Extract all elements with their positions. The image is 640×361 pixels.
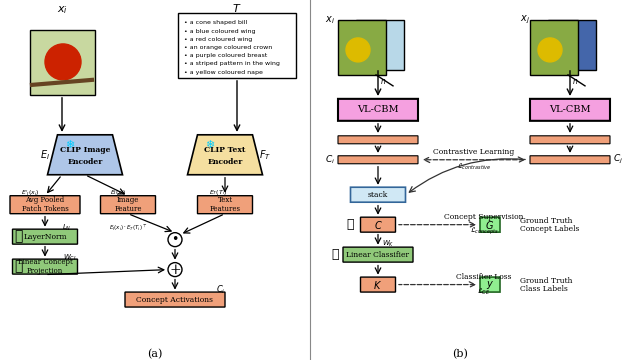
Text: +: + — [169, 262, 181, 277]
Text: Linear Concept
Projection: Linear Concept Projection — [18, 258, 72, 275]
Circle shape — [346, 38, 370, 62]
Text: $C_i$: $C_i$ — [216, 283, 225, 296]
Text: Ground Truth: Ground Truth — [520, 277, 573, 284]
Text: $x_i$: $x_i$ — [325, 14, 335, 26]
FancyBboxPatch shape — [178, 13, 296, 78]
Text: ❄: ❄ — [65, 140, 75, 150]
Text: Contrastive Learning: Contrastive Learning — [433, 148, 515, 156]
Text: $E'_I(x_i)$: $E'_I(x_i)$ — [20, 188, 39, 198]
Text: Image
Feature: Image Feature — [115, 196, 141, 213]
FancyBboxPatch shape — [338, 99, 418, 121]
Circle shape — [168, 262, 182, 277]
Circle shape — [168, 232, 182, 247]
Text: • a red coloured wing: • a red coloured wing — [184, 37, 252, 42]
FancyBboxPatch shape — [13, 259, 77, 274]
Text: 🔥: 🔥 — [332, 248, 339, 261]
Text: ❄: ❄ — [205, 140, 214, 150]
Text: $\mathcal{L}_{CE}$: $\mathcal{L}_{CE}$ — [477, 287, 491, 297]
Text: $\mathcal{L}_{contrastive}$: $\mathcal{L}_{contrastive}$ — [457, 162, 491, 172]
Text: Ground Truth: Ground Truth — [520, 217, 573, 225]
Text: • an orange coloured crown: • an orange coloured crown — [184, 45, 272, 50]
FancyBboxPatch shape — [351, 187, 406, 202]
Text: $W_{CI}$: $W_{CI}$ — [63, 252, 77, 263]
Text: $x_i$: $x_i$ — [56, 4, 67, 16]
FancyBboxPatch shape — [360, 277, 396, 292]
FancyBboxPatch shape — [338, 136, 418, 144]
Text: $y$: $y$ — [486, 279, 494, 291]
Text: • a striped pattern in the wing: • a striped pattern in the wing — [184, 61, 280, 66]
Text: Avg Pooled
Patch Tokens: Avg Pooled Patch Tokens — [22, 196, 68, 213]
FancyBboxPatch shape — [356, 20, 404, 70]
Text: Encoder: Encoder — [67, 158, 102, 166]
FancyBboxPatch shape — [198, 196, 253, 214]
Text: • a yellow coloured nape: • a yellow coloured nape — [184, 70, 263, 75]
Text: 🔥: 🔥 — [14, 230, 22, 244]
Text: • a purple coloured breast: • a purple coloured breast — [184, 53, 268, 58]
Text: $E_T(T_i)$: $E_T(T_i)$ — [209, 188, 227, 197]
Text: (a): (a) — [147, 349, 163, 360]
Text: $E_I(x_i)$: $E_I(x_i)$ — [109, 188, 126, 197]
Text: Class Labels: Class Labels — [520, 284, 568, 292]
FancyBboxPatch shape — [530, 99, 610, 121]
Text: • a cone shaped bill: • a cone shaped bill — [184, 21, 247, 26]
Text: 🔥: 🔥 — [346, 218, 354, 231]
Text: $n$: $n$ — [380, 77, 386, 86]
Text: $W_K$: $W_K$ — [382, 239, 394, 249]
Text: Text
Features: Text Features — [209, 196, 241, 213]
FancyBboxPatch shape — [338, 156, 418, 164]
FancyBboxPatch shape — [480, 277, 500, 292]
Text: $K$: $K$ — [374, 279, 383, 291]
Text: Concept Activations: Concept Activations — [136, 296, 214, 304]
Text: stack: stack — [368, 191, 388, 199]
FancyBboxPatch shape — [125, 292, 225, 307]
Text: $C_i$: $C_i$ — [325, 153, 335, 166]
FancyBboxPatch shape — [10, 196, 80, 214]
FancyBboxPatch shape — [548, 20, 596, 70]
Text: $n$: $n$ — [572, 77, 578, 86]
Text: Concept Labels: Concept Labels — [520, 225, 579, 232]
Circle shape — [45, 44, 81, 80]
Polygon shape — [188, 135, 262, 175]
Polygon shape — [47, 135, 122, 175]
FancyBboxPatch shape — [343, 247, 413, 262]
FancyBboxPatch shape — [30, 30, 95, 95]
Text: LayerNorm: LayerNorm — [23, 232, 67, 241]
Text: Encoder: Encoder — [207, 158, 243, 166]
Text: VL-CBM: VL-CBM — [549, 105, 591, 114]
Text: CLIP Image: CLIP Image — [60, 146, 110, 154]
Text: Classifier Loss: Classifier Loss — [456, 273, 512, 280]
Text: $\mathcal{L}_{concepts}$: $\mathcal{L}_{concepts}$ — [470, 226, 499, 238]
Text: • a blue coloured wing: • a blue coloured wing — [184, 29, 255, 34]
Text: VL-CBM: VL-CBM — [357, 105, 399, 114]
Text: •: • — [172, 233, 179, 246]
Text: $F_T$: $F_T$ — [259, 148, 271, 162]
FancyBboxPatch shape — [100, 196, 156, 214]
FancyBboxPatch shape — [338, 20, 386, 75]
Text: $E_I$: $E_I$ — [40, 148, 50, 162]
Text: $G$: $G$ — [486, 219, 495, 231]
Text: $C$: $C$ — [374, 219, 382, 231]
Circle shape — [538, 38, 562, 62]
FancyBboxPatch shape — [530, 20, 578, 75]
FancyBboxPatch shape — [530, 156, 610, 164]
Text: Linear Classifier: Linear Classifier — [346, 251, 410, 258]
Text: $x_j$: $x_j$ — [520, 14, 530, 26]
Text: 🔥: 🔥 — [14, 260, 22, 274]
Text: CLIP Text: CLIP Text — [204, 146, 246, 154]
Text: Concept Supervision: Concept Supervision — [444, 213, 524, 221]
Text: $C_j$: $C_j$ — [613, 153, 623, 166]
Text: (b): (b) — [452, 349, 468, 360]
FancyBboxPatch shape — [530, 136, 610, 144]
FancyBboxPatch shape — [480, 217, 500, 232]
Text: $L_N$: $L_N$ — [62, 223, 72, 233]
Text: $E_I(x_i) \cdot E_T(T_i)^\top$: $E_I(x_i) \cdot E_T(T_i)^\top$ — [109, 222, 147, 233]
FancyBboxPatch shape — [13, 229, 77, 244]
FancyBboxPatch shape — [360, 217, 396, 232]
Text: $T$: $T$ — [232, 2, 242, 14]
